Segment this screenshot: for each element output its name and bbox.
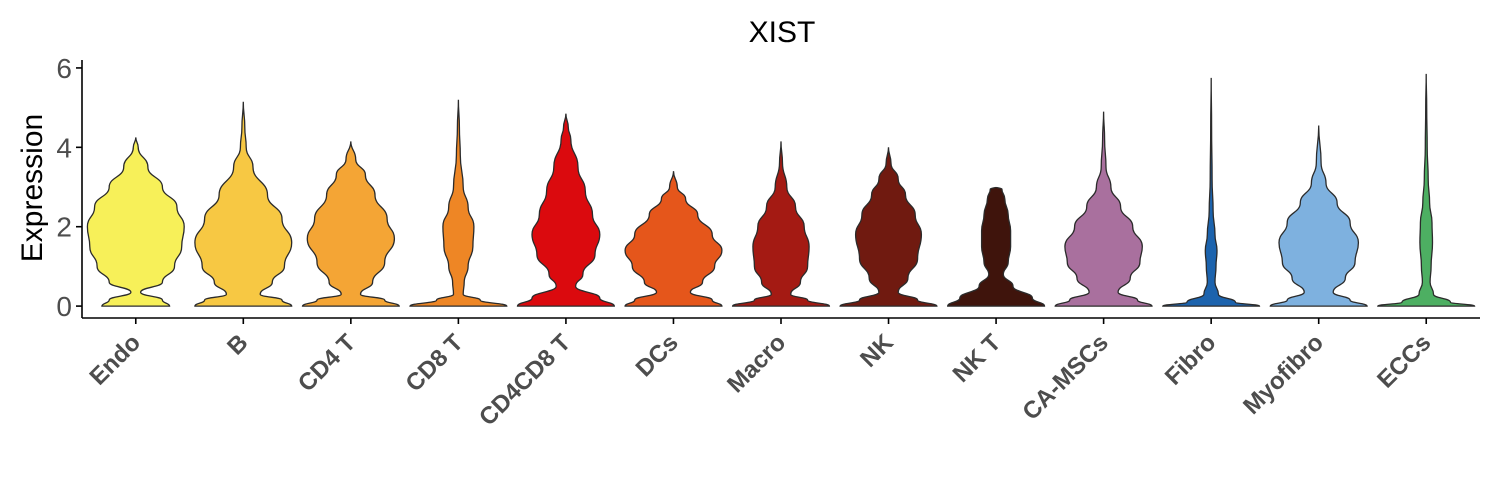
violin-myofibro [1269, 125, 1368, 307]
violin-macro [731, 141, 831, 307]
y-axis-label: Expression [16, 114, 49, 262]
violin-nk-t [947, 186, 1046, 307]
x-tick-label: Macro [722, 329, 791, 398]
x-tick-label: Myofibro [1238, 329, 1329, 420]
violin-cd8-t [409, 99, 508, 307]
violins [86, 73, 1476, 307]
x-axis: Endo B CD4 T CD8 T CD4CD8 T DCs Macro NK NK T CA-… [82, 317, 1480, 431]
violin-fibro [1162, 77, 1261, 307]
x-tick-label: NK [855, 329, 899, 373]
y-axis: 0 2 4 6 [56, 53, 83, 322]
x-tick-label: DCs [631, 329, 684, 382]
x-tick-label: CD4 T [293, 329, 361, 397]
violin-dcs [624, 171, 723, 307]
violin-cd4-t [301, 141, 400, 307]
y-tick-label: 2 [56, 212, 72, 243]
violin-b [194, 101, 293, 307]
x-tick-label: CD8 T [401, 329, 469, 397]
x-tick-label: ECCs [1372, 329, 1436, 393]
violin-nk [839, 147, 938, 307]
x-tick-label: Endo [84, 329, 146, 391]
y-tick-label: 4 [56, 132, 72, 163]
x-tick-label: CD4CD8 T [474, 329, 576, 431]
y-tick-label: 0 [56, 291, 72, 322]
x-tick-label: Fibro [1160, 329, 1222, 391]
x-tick-label: NK T [948, 329, 1007, 388]
violin-endo [86, 137, 185, 307]
y-tick-label: 6 [56, 53, 72, 84]
x-tick-label: CA-MSCs [1017, 329, 1113, 425]
x-tick-label: B [222, 329, 253, 360]
chart-title: XIST [749, 16, 816, 49]
violin-eccs [1377, 73, 1476, 307]
violin-ca-mscs [1054, 111, 1153, 307]
violin-cd4cd8-t [516, 113, 615, 307]
